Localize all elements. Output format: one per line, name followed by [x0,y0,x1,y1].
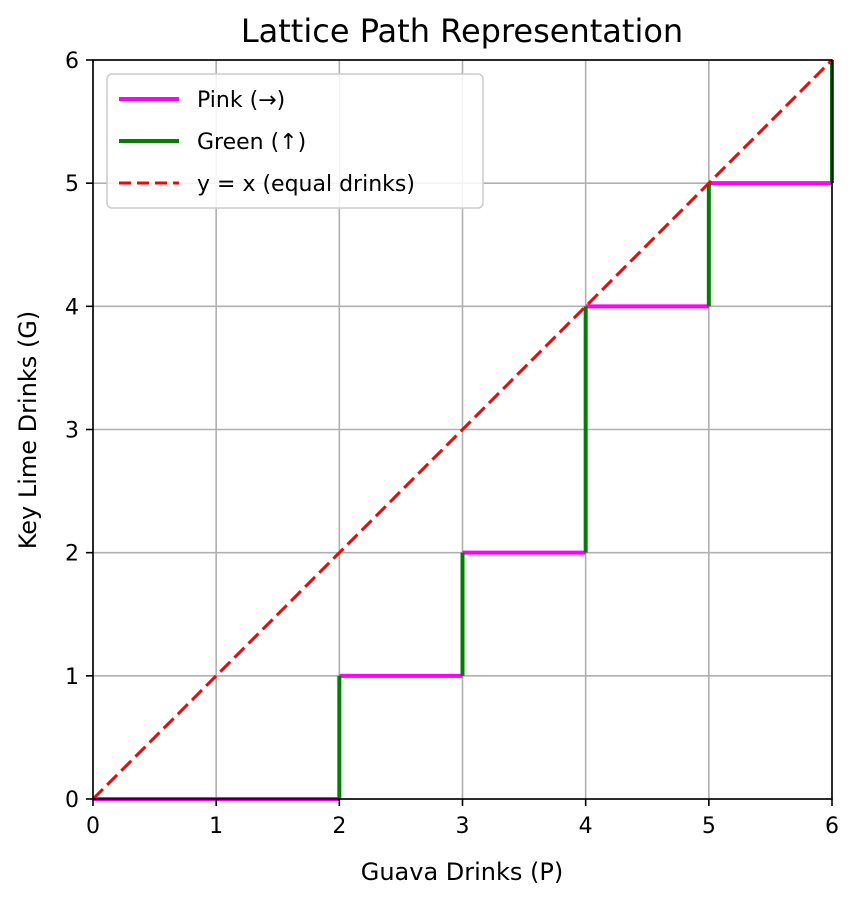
x-tick-label: 4 [579,814,593,839]
y-tick-label: 3 [65,419,79,444]
y-tick-label: 1 [65,665,79,690]
legend-label: Green (↑) [197,130,306,155]
series-2 [91,58,834,801]
x-tick-label: 3 [456,814,470,839]
chart-title: Lattice Path Representation [241,12,683,50]
x-tick-label: 6 [825,814,839,839]
x-tick-label: 5 [702,814,716,839]
y-tick-label: 0 [65,788,79,813]
x-tick-label: 0 [86,814,100,839]
y-tick-label: 2 [65,542,79,567]
legend-box [106,73,484,209]
x-axis-label: Guava Drinks (P) [361,858,564,886]
legend-label: Pink (→) [197,88,285,113]
series-segment [91,58,834,801]
legend-label: y = x (equal drinks) [197,172,415,197]
x-tick-label: 2 [332,814,346,839]
y-tick-label: 4 [65,295,79,320]
y-axis-label: Key Lime Drinks (G) [14,311,42,550]
legend: Pink (→) Green (↑) y = x (equal drinks) [106,73,484,209]
y-tick-label: 5 [65,172,79,197]
x-tick-label: 1 [209,814,223,839]
y-tick-label: 6 [65,49,79,74]
ticks: 0 1 2 3 4 5 6 0 1 2 3 4 5 6 [65,49,839,839]
